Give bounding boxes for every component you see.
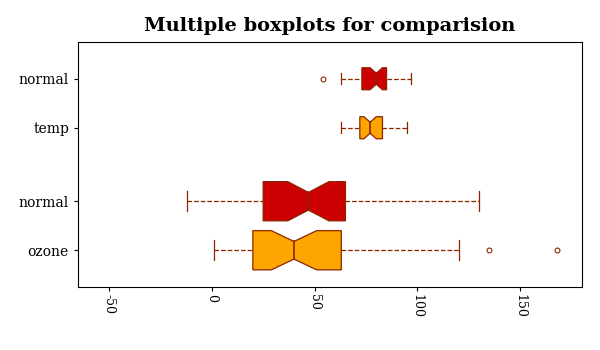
Polygon shape	[360, 117, 382, 139]
Polygon shape	[253, 231, 341, 270]
Polygon shape	[362, 68, 386, 90]
Polygon shape	[263, 182, 346, 221]
Title: Multiple boxplots for comparision: Multiple boxplots for comparision	[145, 17, 515, 35]
